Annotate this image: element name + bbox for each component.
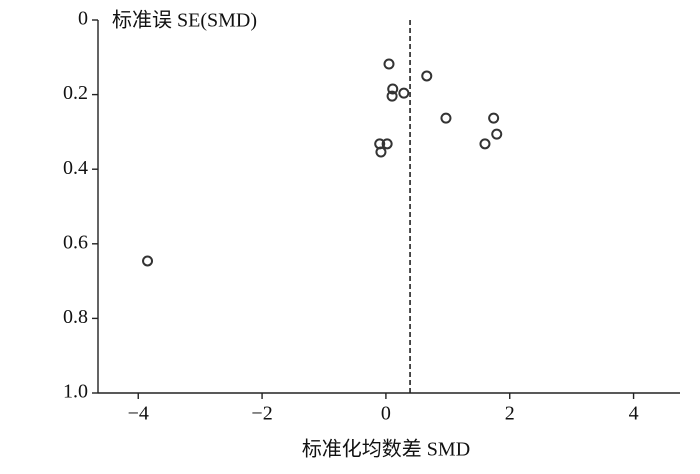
- y-tick-label: 0.4: [63, 157, 88, 179]
- x-tick-label: −4: [128, 403, 149, 425]
- point: [479, 138, 491, 150]
- point: [387, 83, 399, 95]
- x-tick-label: −2: [251, 403, 272, 425]
- y-tick-label: 0.8: [63, 306, 88, 328]
- point: [383, 58, 395, 70]
- y-tick-label: 0.6: [63, 231, 88, 253]
- x-tick-label: 0: [381, 403, 391, 425]
- y-axis-title: 标准误 SE(SMD): [112, 9, 257, 32]
- point: [488, 112, 500, 124]
- point: [440, 112, 452, 124]
- point: [375, 146, 387, 158]
- point: [421, 70, 433, 82]
- point: [142, 255, 154, 267]
- y-tick-label: 1.0: [63, 381, 88, 403]
- point: [398, 87, 410, 99]
- point: [491, 128, 503, 140]
- x-tick-label: 4: [629, 403, 639, 425]
- point: [386, 90, 398, 102]
- y-tick-label: 0: [78, 8, 88, 30]
- point: [381, 138, 393, 150]
- y-tick-label: 0.2: [63, 82, 88, 104]
- x-axis-title: 标准化均数差 SMD: [302, 438, 470, 461]
- x-tick-label: 2: [505, 403, 515, 425]
